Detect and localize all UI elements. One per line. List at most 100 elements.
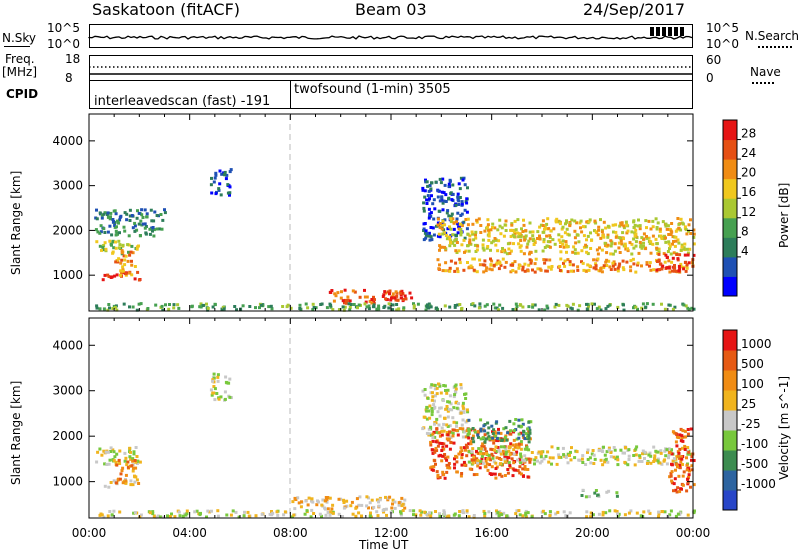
echo-cell	[425, 431, 429, 435]
echo-cell	[638, 454, 642, 458]
echo-cell	[678, 253, 682, 257]
echo-cell	[688, 469, 691, 473]
echo-cell	[600, 248, 604, 252]
echo-cell	[120, 249, 124, 253]
echo-cell	[337, 497, 341, 501]
echo-cell	[523, 262, 527, 266]
echo-cell	[456, 192, 460, 196]
echo-cell	[511, 443, 515, 447]
echo-cell	[401, 502, 405, 506]
echo-cell	[509, 270, 513, 274]
cpid-divider	[290, 81, 291, 109]
echo-cell	[484, 437, 488, 441]
echo-cell	[114, 460, 118, 464]
echo-cell	[198, 513, 202, 517]
echo-cell	[544, 454, 548, 458]
echo-cell	[510, 222, 514, 226]
echo-cell	[540, 459, 544, 463]
echo-cell	[456, 231, 460, 235]
echo-cell	[309, 515, 313, 519]
echo-cell	[504, 450, 508, 454]
echo-cell	[429, 385, 433, 389]
echo-cell	[129, 457, 133, 461]
echo-cell	[491, 239, 495, 243]
echo-cell	[393, 500, 397, 504]
echo-cell	[606, 243, 610, 247]
echo-cell	[126, 460, 130, 464]
echo-cell	[103, 241, 107, 245]
echo-cell	[486, 457, 490, 461]
echo-cell	[600, 230, 604, 234]
echo-cell	[666, 250, 670, 253]
echo-cell	[669, 252, 673, 256]
echo-cell	[460, 243, 464, 247]
echo-cell	[437, 209, 441, 213]
echo-cell	[112, 246, 116, 250]
echo-cell	[113, 274, 117, 278]
echo-cell	[155, 214, 159, 217]
echo-cell	[601, 450, 605, 453]
colorbar-swatch	[723, 198, 737, 219]
echo-cell	[581, 488, 585, 492]
echo-cell	[370, 298, 374, 301]
echo-cell	[148, 232, 152, 236]
echo-cell	[683, 253, 687, 257]
echo-cell	[651, 242, 655, 246]
echo-cell	[137, 302, 141, 306]
echo-cell	[399, 291, 403, 295]
echo-cell	[529, 420, 533, 424]
echo-cell	[223, 390, 227, 394]
echo-cell	[352, 303, 356, 306]
echo-cell	[609, 239, 613, 243]
echo-cell	[608, 303, 612, 307]
echo-cell	[542, 238, 546, 241]
echo-cell	[167, 307, 171, 311]
echo-cell	[483, 440, 487, 444]
echo-cell	[224, 177, 228, 181]
echo-cell	[663, 234, 666, 238]
echo-cell	[115, 463, 119, 467]
echo-cell	[433, 383, 437, 387]
echo-cell	[571, 250, 575, 254]
echo-cell	[504, 260, 508, 264]
echo-cell	[330, 507, 334, 511]
echo-cell	[457, 227, 461, 231]
echo-cell	[110, 513, 114, 517]
echo-cell	[425, 198, 429, 202]
echo-cell	[604, 260, 608, 264]
echo-cell	[576, 251, 580, 255]
echo-cell	[449, 402, 453, 406]
echo-cell	[448, 237, 452, 241]
echo-cell	[640, 246, 644, 250]
echo-cell	[495, 420, 499, 424]
echo-cell	[464, 397, 468, 400]
echo-cell	[609, 451, 613, 454]
echo-cell	[117, 458, 121, 462]
echo-cell	[254, 306, 257, 310]
echo-cell	[428, 184, 432, 187]
echo-cell	[329, 510, 333, 514]
echo-cell	[456, 433, 460, 437]
echo-cell	[515, 305, 519, 308]
echo-cell	[155, 227, 159, 231]
echo-cell	[468, 241, 472, 245]
echo-cell	[122, 254, 126, 258]
echo-cell	[289, 306, 293, 310]
echo-cell	[446, 388, 450, 392]
echo-cell	[523, 465, 527, 468]
echo-cell	[450, 240, 454, 244]
echo-cell	[121, 243, 125, 247]
echo-cell	[678, 511, 682, 515]
echo-cell	[469, 264, 473, 268]
echo-cell	[548, 234, 552, 238]
echo-cell	[499, 452, 503, 456]
echo-cell	[496, 228, 500, 232]
echo-cell	[506, 468, 510, 471]
echo-cell	[445, 458, 449, 462]
echo-cell	[108, 510, 112, 513]
echo-cell	[449, 239, 453, 243]
echo-cell	[455, 406, 459, 410]
echo-cell	[118, 243, 122, 247]
echo-cell	[151, 229, 154, 233]
echo-cell	[363, 295, 367, 299]
